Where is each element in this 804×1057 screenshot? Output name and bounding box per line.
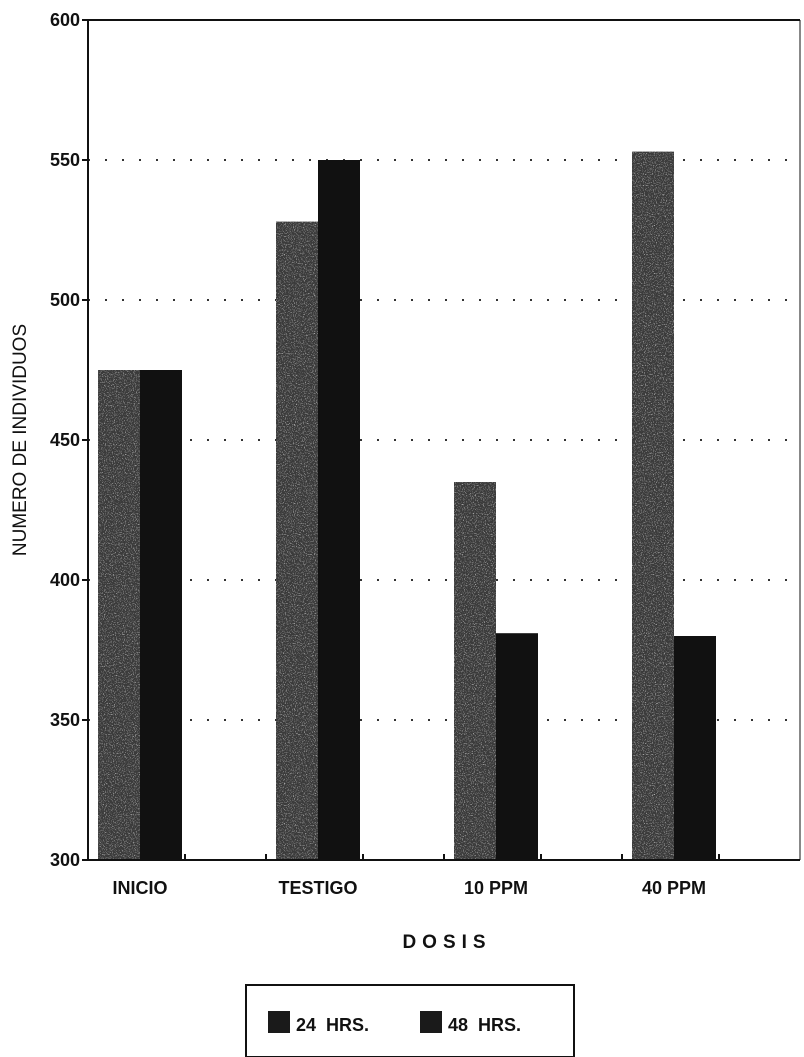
y-axis-title: NUMERO DE INDIVIDUOS <box>10 324 31 556</box>
bar-48h <box>496 633 538 860</box>
bar-24h <box>454 482 496 860</box>
bar-24h <box>632 151 674 861</box>
x-tick-label: 40 PPM <box>642 878 706 898</box>
y-tick-label: 500 <box>50 290 80 310</box>
legend-swatch-24 <box>268 1011 290 1033</box>
y-tick-label: 550 <box>50 150 80 170</box>
y-tick-label: 300 <box>50 850 80 870</box>
y-tick-label: 600 <box>50 10 80 30</box>
legend: 24 HRS. 48 HRS. <box>245 984 575 1057</box>
bar-48h <box>674 636 716 860</box>
legend-box <box>245 984 575 1057</box>
x-tick-label: TESTIGO <box>278 878 357 898</box>
legend-swatch-48 <box>420 1011 442 1033</box>
y-tick-label: 450 <box>50 430 80 450</box>
y-tick-label: 400 <box>50 570 80 590</box>
legend-label-24: 24 HRS. <box>296 1015 369 1035</box>
bar-24h <box>276 221 318 861</box>
y-tick-label: 350 <box>50 710 80 730</box>
legend-label-48: 48 HRS. <box>448 1015 521 1035</box>
x-axis-ticks: INICIO TESTIGO 10 PPM 40 PPM <box>112 854 720 898</box>
x-tick-label: 10 PPM <box>464 878 528 898</box>
x-axis-title: DOSIS <box>402 932 491 953</box>
bar-48h <box>318 160 360 860</box>
bars <box>98 151 716 861</box>
x-tick-label: INICIO <box>112 878 167 898</box>
bar-24h <box>98 370 140 860</box>
y-axis-ticks: 300 350 400 450 500 550 600 <box>50 10 88 870</box>
bar-48h <box>140 370 182 860</box>
